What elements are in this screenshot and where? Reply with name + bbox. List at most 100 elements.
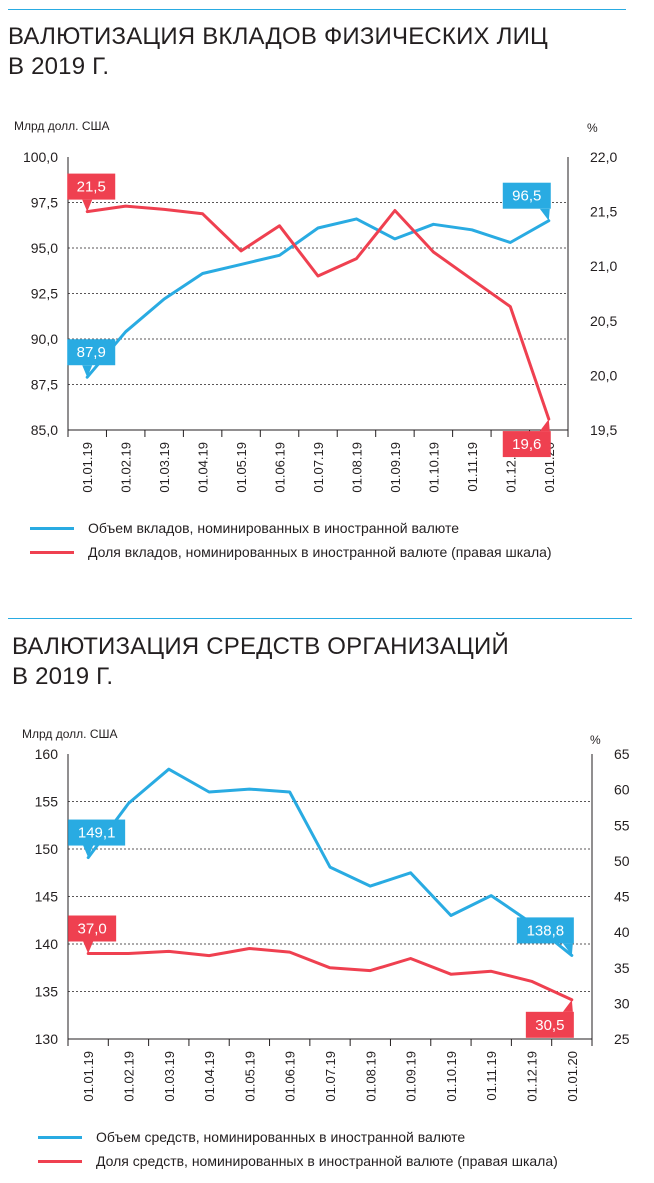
chart-2-callout-pointer	[562, 943, 573, 956]
chart-1-left-tick-label: 100,0	[23, 149, 58, 165]
chart-2-x-tick-label: 01.03.19	[162, 1051, 177, 1102]
chart-2-legend-swatch-red	[38, 1159, 82, 1163]
chart-1-x-tick-label: 01.11.19	[465, 442, 480, 492]
chart-1-x-tick-label: 01.03.19	[157, 442, 172, 493]
chart-2-legend-label-volume: Объем средств, номинированных в иностран…	[96, 1129, 466, 1145]
chart-1-legend-label-volume: Объем вкладов, номинированных в иностран…	[88, 520, 459, 536]
chart-1-legend-swatch-red	[30, 550, 74, 554]
chart-1-left-tick-label: 90,0	[31, 331, 58, 347]
chart-1-x-tick-label: 01.04.19	[196, 442, 211, 493]
chart-2-callout-label: 138,8	[527, 922, 565, 939]
chart-1-callout: 19,6	[502, 419, 551, 458]
chart-2-legend-swatch-blue	[38, 1135, 82, 1139]
chart-2-callout: 149,1	[68, 819, 126, 858]
chart-1-left-tick-label: 97,5	[31, 195, 58, 211]
chart-2-x-tick-label: 01.01.19	[81, 1051, 96, 1102]
chart-1-series-volume-line	[85, 217, 551, 379]
chart-1-callout-pointer	[539, 208, 550, 221]
chart-2-left-unit: Млрд долл. США	[22, 727, 117, 741]
chart-2-x-tick-label: 01.12.19	[525, 1051, 540, 1102]
chart-2-right-tick-label: 65	[614, 746, 630, 762]
chart-2-title-line2: В 2019 Г.	[12, 663, 114, 690]
chart-2-callout: 138,8	[516, 917, 574, 956]
chart-2-callout: 30,5	[525, 999, 574, 1038]
chart-1-right-tick-label: 22,0	[590, 149, 617, 165]
chart-1-x-tick-label: 01.07.19	[311, 442, 326, 493]
chart-2-left-tick-label: 145	[35, 889, 59, 905]
chart-1-callout-box	[67, 173, 116, 200]
chart-2-plot: Млрд долл. США % 130 135 140 145 150 155 160 25…	[22, 727, 630, 1102]
chart-1-plot: Млрд долл. США % 85,0 87,5 90,0 92,5 95,0 97,…	[14, 119, 617, 493]
chart-1-callout-pointer	[539, 419, 550, 432]
chart-1-right-tick-label: 20,5	[590, 313, 617, 329]
chart-2-x-tick-label: 01.10.19	[444, 1051, 459, 1102]
top-rule-2	[8, 618, 632, 619]
chart-2-callout-label: 37,0	[78, 921, 107, 938]
chart-1-callout-label: 96,5	[512, 188, 541, 205]
chart-1-right-tick-label: 21,5	[590, 204, 617, 220]
chart-2-series-volume-line	[86, 767, 574, 957]
chart-1-callout-label: 19,6	[512, 436, 541, 453]
chart-1-legend: Объем вкладов, номинированных в иностран…	[30, 516, 552, 564]
chart-1-left-tick-label: 92,5	[31, 286, 58, 302]
chart-1-left-tick-label: 95,0	[31, 240, 58, 256]
chart-1-callout-box	[502, 431, 551, 458]
chart-2-x-tick-label: 01.06.19	[283, 1051, 298, 1102]
chart-2-callout-label: 30,5	[535, 1017, 564, 1034]
chart-2-left-tick-label: 140	[35, 936, 59, 952]
chart-1-left-tick-label: 85,0	[31, 422, 58, 438]
chart-1-title: ВАЛЮТИЗАЦИЯ ВКЛАДОВ ФИЗИЧЕСКИХ ЛИЦ В 201…	[8, 22, 548, 82]
chart-2-right-tick-label: 35	[614, 960, 630, 976]
chart-2-title-line1: ВАЛЮТИЗАЦИЯ СРЕДСТВ ОРГАНИЗАЦИЙ	[12, 633, 509, 660]
chart-1-callout-pointer	[82, 365, 93, 378]
chart-2-left-tick-label: 155	[35, 794, 59, 810]
top-rule-1	[8, 9, 626, 10]
chart-2-callout-pointer	[562, 999, 573, 1012]
chart-1-x-tick-label: 01.06.19	[273, 442, 288, 493]
chart-1-title-line2: В 2019 Г.	[8, 53, 110, 80]
chart-1-title-line1: ВАЛЮТИЗАЦИЯ ВКЛАДОВ ФИЗИЧЕСКИХ ЛИЦ	[8, 23, 548, 50]
chart-2-left-tick-label: 160	[35, 746, 59, 762]
chart-1-x-tick-label: 01.09.19	[388, 442, 403, 493]
chart-2-legend: Объем средств, номинированных в иностран…	[38, 1125, 558, 1173]
chart-2-right-tick-label: 55	[614, 817, 630, 833]
chart-1-x-tick-label: 01.05.19	[234, 442, 249, 493]
chart-2-x-tick-label: 01.07.19	[323, 1051, 338, 1102]
chart-1-legend-item-share: Доля вкладов, номинированных в иностранн…	[30, 540, 552, 564]
chart-1-callout-label: 21,5	[77, 179, 106, 196]
chart-1-right-tick-label: 20,0	[590, 367, 617, 383]
chart-1-series-share-line	[85, 204, 551, 421]
chart-2-callout-box	[525, 1011, 574, 1038]
chart-1-right-tick-label: 19,5	[590, 422, 617, 438]
chart-1-x-tick-label: 01.01.19	[80, 442, 95, 493]
chart-2-callout-box	[68, 915, 117, 942]
chart-2-legend-item-share: Доля средств, номинированных в иностранн…	[38, 1149, 558, 1173]
chart-2-right-tick-label: 50	[614, 853, 630, 869]
chart-2-x-tick-label: 01.09.19	[404, 1051, 419, 1102]
chart-2-callout-box	[68, 819, 126, 846]
chart-1-callout: 21,5	[67, 173, 116, 212]
chart-2-callout-label: 149,1	[78, 825, 116, 842]
chart-1-legend-label-share: Доля вкладов, номинированных в иностранн…	[88, 544, 552, 560]
chart-1-x-tick-label: 01.08.19	[349, 442, 364, 493]
chart-2-callout-pointer	[83, 941, 94, 954]
chart-2-right-tick-label: 25	[614, 1031, 630, 1047]
chart-1-right-unit: %	[587, 121, 598, 135]
chart-2-right-tick-label: 45	[614, 889, 630, 905]
chart-2-x-tick-label: 01.04.19	[202, 1051, 217, 1102]
chart-1-left-unit: Млрд долл. США	[14, 119, 109, 133]
chart-2-legend-item-volume: Объем средств, номинированных в иностран…	[38, 1125, 558, 1149]
chart-1-callout: 87,9	[67, 339, 116, 378]
chart-1-callout-box	[502, 182, 551, 209]
chart-2-callout-pointer	[83, 845, 94, 858]
chart-2-callout-box	[516, 917, 574, 944]
chart-1-legend-item-volume: Объем вкладов, номинированных в иностран…	[30, 516, 552, 540]
chart-1-callout-pointer	[82, 199, 93, 212]
chart-2-title: ВАЛЮТИЗАЦИЯ СРЕДСТВ ОРГАНИЗАЦИЙ В 2019 Г…	[12, 632, 509, 692]
chart-1-left-tick-label: 87,5	[31, 377, 58, 393]
chart-1-legend-swatch-blue	[30, 526, 74, 530]
chart-2-left-tick-label: 135	[35, 984, 59, 1000]
chart-1-callout-label: 87,9	[77, 344, 106, 361]
chart-1-x-tick-label: 01.02.19	[119, 442, 134, 493]
chart-2-x-tick-label: 01.02.19	[121, 1051, 136, 1102]
